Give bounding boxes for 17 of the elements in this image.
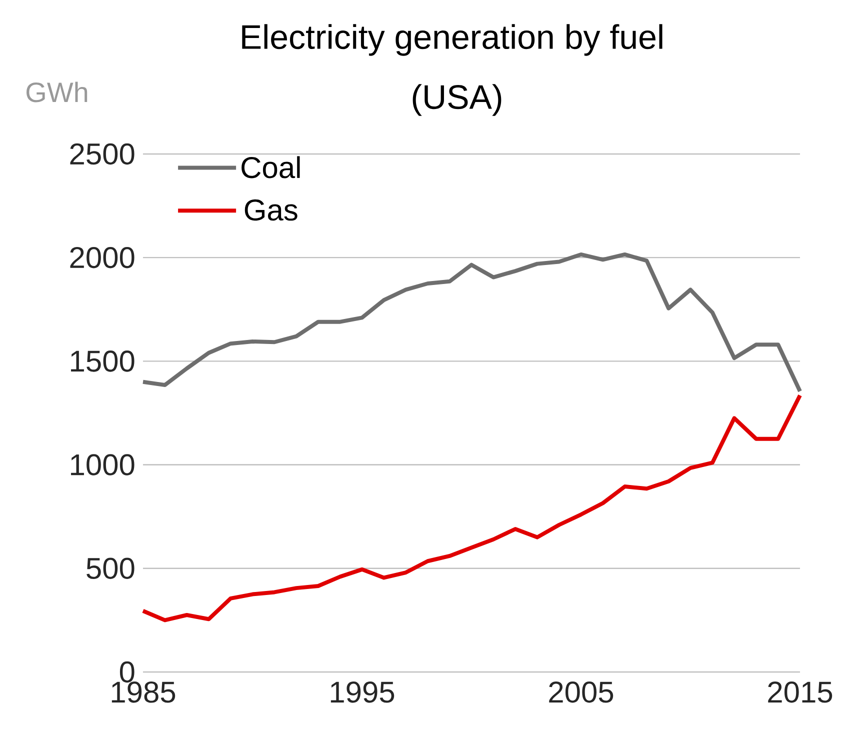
y-tick-label: 500 xyxy=(86,558,134,580)
x-tick-label: 2005 xyxy=(549,682,614,703)
chart-title: Electricity generation by fuel xyxy=(242,24,662,56)
legend-label: Coal xyxy=(242,156,300,178)
x-tick-label: 1985 xyxy=(112,682,176,703)
chart-subtitle: (USA) xyxy=(412,84,502,116)
y-tick-label: 2000 xyxy=(70,246,134,268)
line-series xyxy=(141,252,802,394)
legend-label: Gas xyxy=(244,199,298,221)
x-tick-label: 1995 xyxy=(330,682,394,703)
y-tick-label: 0 xyxy=(120,661,134,683)
y-tick-label: 1500 xyxy=(71,350,134,372)
x-tick-label: 2015 xyxy=(768,682,832,703)
y-tick-label: 1000 xyxy=(71,454,134,476)
y-tick-label: 2500 xyxy=(70,143,134,165)
y-axis-title: GWh xyxy=(26,82,88,102)
line-series xyxy=(141,393,802,622)
